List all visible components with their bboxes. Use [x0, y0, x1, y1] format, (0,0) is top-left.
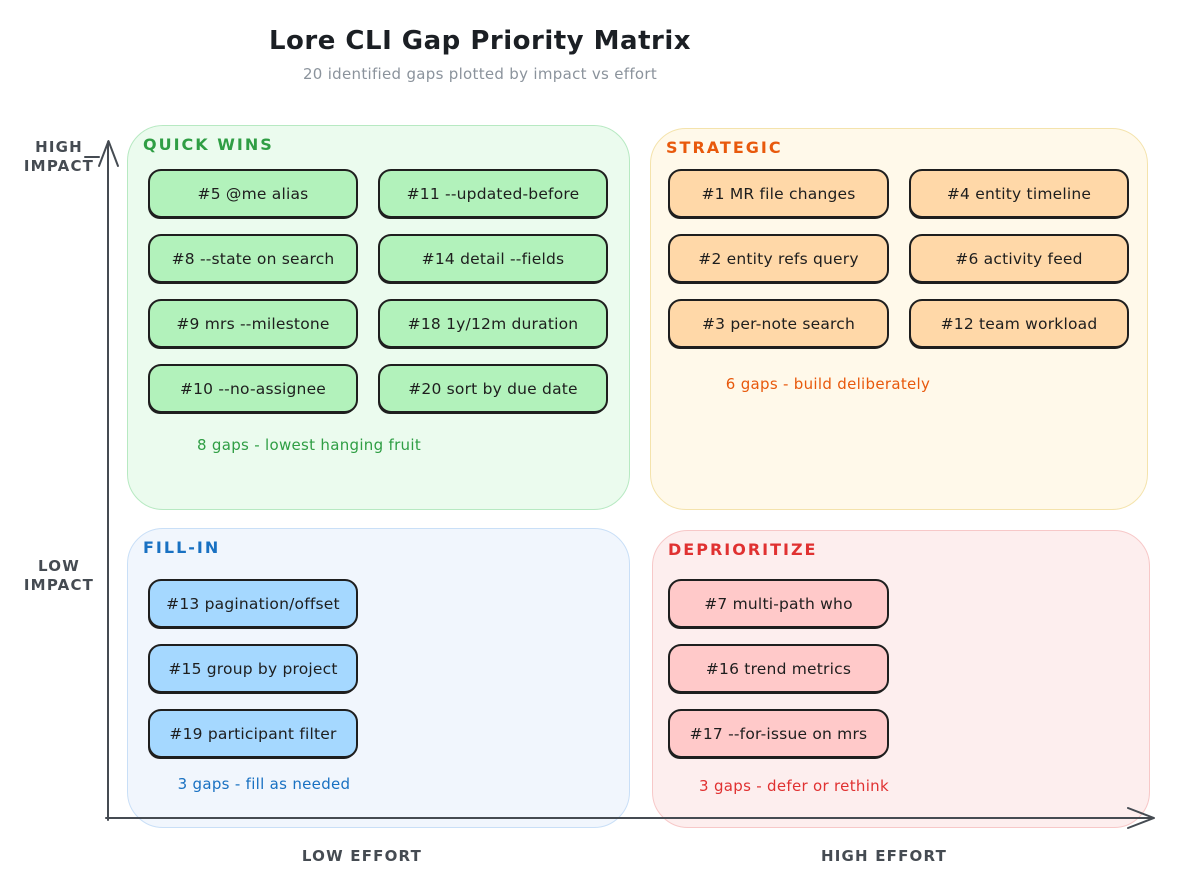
y-low-line1: LOW — [38, 557, 80, 575]
quadrant-strategic-caption: 6 gaps - build deliberately — [725, 375, 931, 393]
gap-item-pill: #12 team workload — [909, 299, 1129, 348]
gap-item-pill: #20 sort by due date — [378, 364, 608, 413]
quadrant-deprioritize: DEPRIORITIZE #7 multi-path who #16 trend… — [652, 530, 1150, 828]
gap-item-pill: #7 multi-path who — [668, 579, 889, 628]
strategic-pill-grid: #1 MR file changes #4 entity timeline #2… — [668, 169, 1129, 348]
deprioritize-pill-grid: #7 multi-path who #16 trend metrics #17 … — [668, 579, 889, 758]
gap-item-pill: #18 1y/12m duration — [378, 299, 608, 348]
quadrant-fill-in-caption: 3 gaps - fill as needed — [177, 775, 351, 793]
gap-item-pill: #15 group by project — [148, 644, 358, 693]
quadrant-fill-in: FILL-IN #13 pagination/offset #15 group … — [127, 528, 630, 828]
page-title: Lore CLI Gap Priority Matrix — [268, 26, 692, 56]
gap-item-pill: #11 --updated-before — [378, 169, 608, 218]
quadrant-strategic-label: STRATEGIC — [666, 138, 783, 157]
quadrant-deprioritize-caption: 3 gaps - defer or rethink — [699, 777, 889, 795]
quick-wins-pill-grid: #5 @me alias #11 --updated-before #8 --s… — [148, 169, 608, 413]
quadrant-strategic: STRATEGIC #1 MR file changes #4 entity t… — [650, 128, 1148, 510]
quadrant-quick-wins-caption: 8 gaps - lowest hanging fruit — [196, 436, 421, 454]
gap-item-pill: #6 activity feed — [909, 234, 1129, 283]
y-axis-arrowhead-icon — [98, 140, 119, 167]
gap-item-pill: #4 entity timeline — [909, 169, 1129, 218]
quadrant-deprioritize-label: DEPRIORITIZE — [668, 540, 818, 559]
gap-item-pill: #19 participant filter — [148, 709, 358, 758]
x-axis-low-effort-label: LOW EFFORT — [301, 847, 423, 865]
gap-item-pill: #5 @me alias — [148, 169, 358, 218]
quadrant-fill-in-label: FILL-IN — [143, 538, 221, 557]
y-axis-low-impact-label: LOW IMPACT — [18, 557, 100, 595]
gap-item-pill: #14 detail --fields — [378, 234, 608, 283]
gap-item-pill: #17 --for-issue on mrs — [668, 709, 889, 758]
y-axis-high-impact-label: HIGH IMPACT — [18, 138, 100, 176]
gap-item-pill: #10 --no-assignee — [148, 364, 358, 413]
gap-item-pill: #9 mrs --milestone — [148, 299, 358, 348]
y-low-line2: IMPACT — [23, 576, 95, 594]
x-axis-high-effort-label: HIGH EFFORT — [820, 847, 948, 865]
fill-in-pill-grid: #13 pagination/offset #15 group by proje… — [148, 579, 358, 758]
y-high-line1: HIGH — [35, 138, 83, 156]
gap-item-pill: #13 pagination/offset — [148, 579, 358, 628]
gap-item-pill: #16 trend metrics — [668, 644, 889, 693]
quadrant-quick-wins: QUICK WINS #5 @me alias #11 --updated-be… — [127, 125, 630, 510]
y-high-line2: IMPACT — [23, 157, 95, 175]
page-subtitle: 20 identified gaps plotted by impact vs … — [302, 65, 658, 83]
gap-item-pill: #8 --state on search — [148, 234, 358, 283]
gap-item-pill: #3 per-note search — [668, 299, 889, 348]
gap-item-pill: #1 MR file changes — [668, 169, 889, 218]
quadrant-quick-wins-label: QUICK WINS — [143, 135, 274, 154]
gap-item-pill: #2 entity refs query — [668, 234, 889, 283]
diagram-header: Lore CLI Gap Priority Matrix 20 identifi… — [0, 26, 960, 83]
